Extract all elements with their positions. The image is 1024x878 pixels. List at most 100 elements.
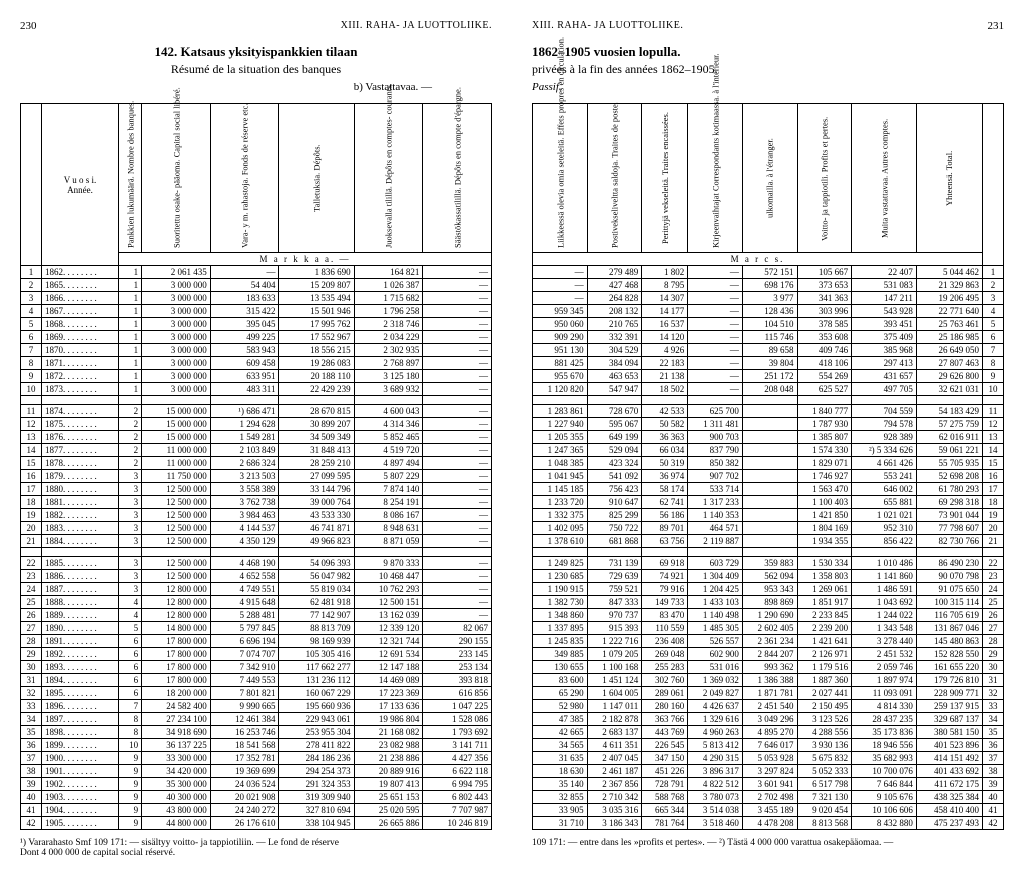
- table-row: 881 425384 09422 183—39 804418 106297 41…: [533, 357, 1004, 370]
- table-row: 1 120 820547 94718 502—208 048625 527497…: [533, 383, 1004, 396]
- title-sub: Résumé de la situation des banques: [20, 62, 492, 77]
- col-h-4: Juoksevalla tilillä. Dépôts en comptes- …: [354, 104, 423, 253]
- table-row: 131876. . . . . . . .215 000 0001 549 28…: [21, 431, 492, 444]
- page-number-left: 230: [20, 20, 37, 32]
- table-row: —427 4688 795—698 176373 653531 08321 32…: [533, 279, 1004, 292]
- table-row: 401903. . . . . . . .940 300 00020 021 9…: [21, 791, 492, 804]
- rcol-5: Voitto- ja tappiotili. Profits et pertes…: [797, 104, 852, 253]
- col-idx: [21, 104, 42, 266]
- table-row: 341897. . . . . . . .827 234 10012 461 3…: [21, 713, 492, 726]
- table-row: 211884. . . . . . . .312 500 0004 350 12…: [21, 535, 492, 548]
- right-title-block: 1862–1905 vuosien lopulla. privées à la …: [532, 44, 1004, 93]
- table-row: 381901. . . . . . . .934 420 00019 369 6…: [21, 765, 492, 778]
- table-row: 1 205 355649 19936 363900 7031 385 80792…: [533, 431, 1004, 444]
- table-row: 32 8552 710 342588 7683 780 0732 702 498…: [533, 791, 1004, 804]
- table-row: 411904. . . . . . . .943 800 00024 240 2…: [21, 804, 492, 817]
- title-sub-r: privées à la fin des années 1862–1905.: [532, 62, 1004, 77]
- table-row: 1 041 945541 09236 974907 7021 746 92755…: [533, 470, 1004, 483]
- table-row: 349 8851 079 205269 048602 9002 844 2072…: [533, 648, 1004, 661]
- rcol-3: Kirjeenvaihtajat Correspondants kotimaas…: [688, 104, 743, 253]
- table-row: 291892. . . . . . . .617 800 0007 074 70…: [21, 648, 492, 661]
- table-row: 31 6352 407 045347 1504 290 3155 053 928…: [533, 752, 1004, 765]
- table-row: 311894. . . . . . . .617 800 0007 449 55…: [21, 674, 492, 687]
- table-row: 1 402 095750 72289 701464 5711 804 16995…: [533, 522, 1004, 535]
- table-row: 111874. . . . . . . .215 000 000¹) 686 4…: [21, 405, 492, 418]
- table-row: 1 283 861728 67042 533625 7001 840 77770…: [533, 405, 1004, 418]
- table-row: —264 82814 307—3 977341 363147 21119 206…: [533, 292, 1004, 305]
- table-row: 11862. . . . . . . .12 061 435—1 836 690…: [21, 266, 492, 279]
- col-h-5: Säästökassatilillä. Dépôts en compte d'é…: [423, 104, 492, 253]
- table-row: 955 670463 65321 138—251 172554 269431 6…: [533, 370, 1004, 383]
- table-row: 71870. . . . . . . .13 000 000583 94318 …: [21, 344, 492, 357]
- table-row: 421905. . . . . . . .944 800 00026 176 6…: [21, 817, 492, 830]
- col-year: V u o s i. Année.: [42, 104, 119, 266]
- col-h-1: Suoritettu osake- pääoma. Capital social…: [142, 104, 211, 253]
- title-note: b) Vastattavaa. —: [20, 81, 492, 93]
- table-row: 951 130304 5294 926—89 658409 746385 968…: [533, 344, 1004, 357]
- section-title-right: XIII. RAHA- JA LUOTTOLIIKE.: [532, 20, 683, 32]
- table-row: 221885. . . . . . . .312 500 0004 468 19…: [21, 557, 492, 570]
- table-row: 21865. . . . . . . .13 000 00054 40415 2…: [21, 279, 492, 292]
- table-row: 351898. . . . . . . .834 918 69016 253 7…: [21, 726, 492, 739]
- table-row: 959 345208 13214 177—128 436303 996543 9…: [533, 305, 1004, 318]
- table-row: 161879. . . . . . . .311 750 0003 213 50…: [21, 470, 492, 483]
- table-row: 241887. . . . . . . .312 800 0004 749 55…: [21, 583, 492, 596]
- table-row: 271890. . . . . . . .514 800 0005 797 84…: [21, 622, 492, 635]
- title-note-r: Passif.: [532, 81, 1004, 93]
- table-row: 1 230 685729 63974 9211 304 409562 0941 …: [533, 570, 1004, 583]
- table-row: 261889. . . . . . . .412 800 0005 288 48…: [21, 609, 492, 622]
- table-row: 191882. . . . . . . .312 500 0003 984 46…: [21, 509, 492, 522]
- table-row: —279 4891 802—572 151105 66722 4075 044 …: [533, 266, 1004, 279]
- right-header: XIII. RAHA- JA LUOTTOLIIKE. 231: [532, 20, 1004, 32]
- table-row: 321895. . . . . . . .618 200 0007 801 82…: [21, 687, 492, 700]
- col-h-0: Pankkien lukumäärä. Nombre des banques.: [119, 104, 142, 253]
- table-row: 83 6001 451 124302 7601 369 0321 386 388…: [533, 674, 1004, 687]
- table-row: 47 3852 182 878363 7661 329 6163 049 296…: [533, 713, 1004, 726]
- unit-left: M a r k k a a. —: [119, 253, 492, 266]
- table-row: 130 6551 100 168255 283531 016993 3621 1…: [533, 661, 1004, 674]
- table-row: 201883. . . . . . . .312 500 0004 144 53…: [21, 522, 492, 535]
- col-h-3: Talletuksia. Dépôts.: [279, 104, 354, 253]
- rcol-0: Liikkeessä olevia omia seteleitä. Effets…: [533, 104, 588, 253]
- left-page: 230 XIII. RAHA- JA LUOTTOLIIKE. 142. Kat…: [20, 20, 492, 858]
- rcol-1: Postivekseliveltta saldoja. Traites de p…: [587, 104, 642, 253]
- section-title-left: XIII. RAHA- JA LUOTTOLIIKE.: [341, 20, 492, 32]
- table-row: 181881. . . . . . . .312 500 0003 762 73…: [21, 496, 492, 509]
- left-footnote: ¹) Vararahasto Smf 109 171: — sisältyy v…: [20, 838, 492, 858]
- table-row: 1 245 8351 222 716236 408526 5572 361 23…: [533, 635, 1004, 648]
- table-row: 371900. . . . . . . .933 300 00017 352 7…: [21, 752, 492, 765]
- rcol-2: Perittyjä vekseleitä. Traites encaissées…: [642, 104, 688, 253]
- table-row: 31866. . . . . . . .13 000 000183 63313 …: [21, 292, 492, 305]
- table-row: 171880. . . . . . . .312 500 0003 558 38…: [21, 483, 492, 496]
- rcol-idx: [983, 104, 1004, 266]
- table-row: 361899. . . . . . . .1036 137 22518 541 …: [21, 739, 492, 752]
- table-row: 31 7103 186 343781 7643 518 4604 478 208…: [533, 817, 1004, 830]
- table-row: 1 337 895915 393110 5591 485 3052 602 40…: [533, 622, 1004, 635]
- table-row: 151878. . . . . . . .211 000 0002 686 32…: [21, 457, 492, 470]
- table-row: 251888. . . . . . . .412 800 0004 915 64…: [21, 596, 492, 609]
- table-row: 1 348 860970 73783 4701 140 4981 290 690…: [533, 609, 1004, 622]
- table-row: 42 6652 683 137443 7694 960 2634 895 270…: [533, 726, 1004, 739]
- col-h-2: Vara- y m. rahastoja. Fonds de réserve e…: [210, 104, 279, 253]
- table-row: 41867. . . . . . . .13 000 000315 42215 …: [21, 305, 492, 318]
- table-row: 1 247 365529 09466 034837 7901 574 330²)…: [533, 444, 1004, 457]
- table-row: 1 145 185756 42358 174533 7141 563 47064…: [533, 483, 1004, 496]
- right-footnote: 109 171: — entre dans les »profits et pe…: [532, 838, 1004, 848]
- table-row: 1 190 915759 52179 9161 204 425953 3431 …: [533, 583, 1004, 596]
- title-main-r: 1862–1905 vuosien lopulla.: [532, 44, 1004, 60]
- table-row: 1 227 940595 06750 5821 311 4811 787 930…: [533, 418, 1004, 431]
- table-row: 61869. . . . . . . .13 000 000499 22517 …: [21, 331, 492, 344]
- table-row: 35 1402 367 856728 7914 822 5123 601 941…: [533, 778, 1004, 791]
- table-row: 1 332 375825 29956 1861 140 3531 421 850…: [533, 509, 1004, 522]
- table-row: 65 2901 604 005289 0612 049 8271 871 781…: [533, 687, 1004, 700]
- table-row: 1 249 825731 13969 918603 729359 8831 53…: [533, 557, 1004, 570]
- right-page: XIII. RAHA- JA LUOTTOLIIKE. 231 1862–190…: [532, 20, 1004, 858]
- table-row: 391902. . . . . . . .935 300 00024 036 5…: [21, 778, 492, 791]
- table-row: 1 378 610681 86863 7562 119 8871 934 355…: [533, 535, 1004, 548]
- table-row: 301893. . . . . . . .617 800 0007 342 91…: [21, 661, 492, 674]
- table-row: 1 382 730847 333149 7331 433 103898 8691…: [533, 596, 1004, 609]
- left-title-block: 142. Katsaus yksityispankkien tilaan Rés…: [20, 44, 492, 93]
- page-number-right: 231: [988, 20, 1005, 32]
- rcol-6: Muita vastattavaa. Autres comptes.: [852, 104, 917, 253]
- left-table: V u o s i. Année. Pankkien lukumäärä. No…: [20, 103, 492, 830]
